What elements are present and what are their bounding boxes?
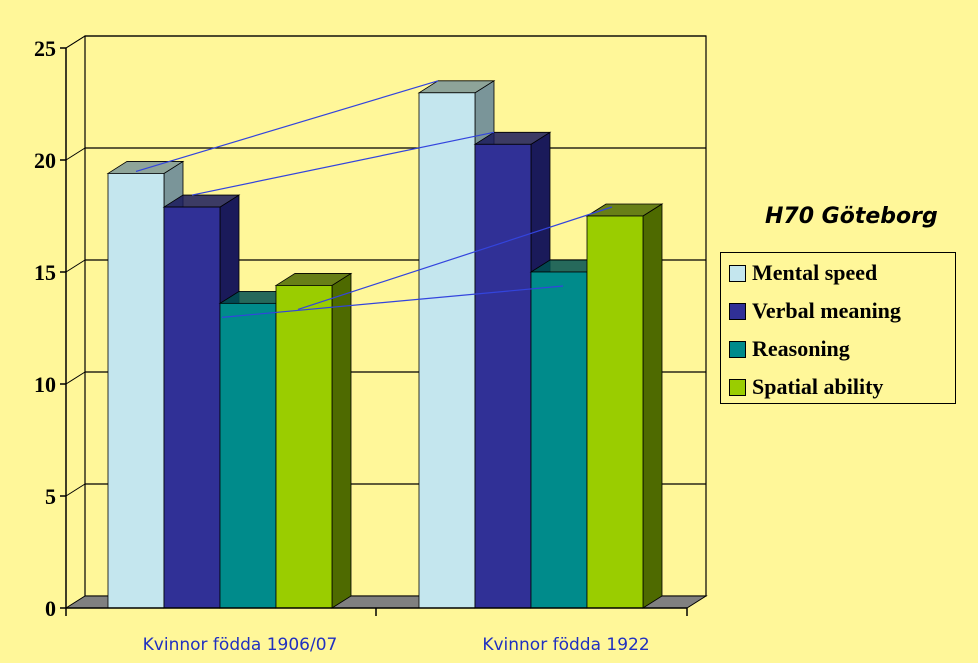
trend-line xyxy=(135,80,439,173)
legend-label: Mental speed xyxy=(752,260,878,285)
bar xyxy=(275,285,333,609)
trend-line xyxy=(191,131,495,196)
bar xyxy=(219,302,277,609)
legend-swatch xyxy=(729,302,746,320)
gridline-side xyxy=(65,483,86,497)
legend-label: Verbal meaning xyxy=(752,298,901,323)
y-tick-label: 0 xyxy=(45,596,56,621)
legend: Mental speed Verbal meaning Reasoning Sp… xyxy=(720,252,956,404)
bar-side xyxy=(642,203,663,609)
bar xyxy=(107,173,165,609)
y-tick-label: 5 xyxy=(45,484,56,509)
legend-swatch xyxy=(729,340,746,358)
x-category-label: Kvinnor födda 1906/07 xyxy=(143,635,338,655)
y-tick-label: 15 xyxy=(34,260,56,285)
legend-item: Verbal meaning xyxy=(729,296,901,326)
bar xyxy=(530,271,588,609)
legend-swatch xyxy=(729,378,746,396)
gridline-side xyxy=(65,35,86,49)
legend-item: Spatial ability xyxy=(729,372,883,402)
legend-label: Reasoning xyxy=(752,336,850,361)
trend-line xyxy=(221,285,564,318)
bar xyxy=(163,206,221,609)
y-tick-label: 10 xyxy=(34,372,56,397)
bar xyxy=(586,215,644,609)
gridline-side xyxy=(65,147,86,161)
legend-swatch xyxy=(729,264,746,282)
bar xyxy=(474,143,532,609)
trend-line xyxy=(297,206,613,311)
legend-item: Reasoning xyxy=(729,334,850,364)
y-tick-label: 25 xyxy=(34,36,56,61)
bar xyxy=(418,92,476,609)
gridline-side xyxy=(65,259,86,273)
legend-label: Spatial ability xyxy=(752,374,884,399)
bar-side xyxy=(331,272,352,609)
gridline-side xyxy=(65,371,86,385)
legend-item: Mental speed xyxy=(729,258,877,288)
y-tick-label: 20 xyxy=(34,148,56,173)
chart-title: H70 Göteborg xyxy=(765,204,938,229)
x-category-label: Kvinnor födda 1922 xyxy=(482,635,649,655)
